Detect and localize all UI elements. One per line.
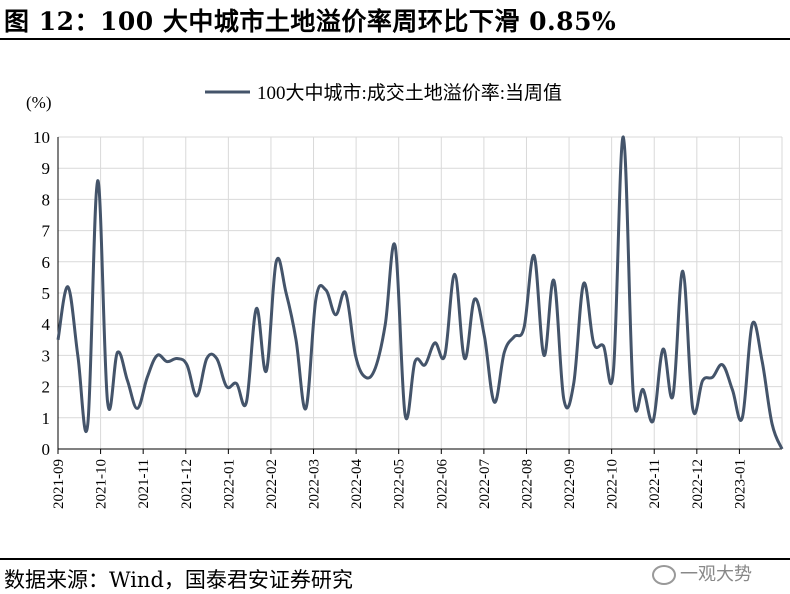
y-tick-label: 10 — [33, 128, 50, 147]
x-tick-label: 2022-10 — [605, 459, 621, 509]
y-tick-label: 6 — [42, 253, 51, 272]
footer: 数据来源：Wind，国泰君安证券研究 一观大势 — [0, 558, 790, 594]
grid — [58, 136, 783, 449]
x-tick-label: 2022-01 — [221, 459, 237, 509]
x-tick-label: 2022-04 — [349, 459, 365, 509]
x-tick-label: 2021-12 — [179, 459, 195, 509]
legend: 100大中城市:成交土地溢价率:当周值 — [205, 82, 562, 104]
y-tick-label: 0 — [42, 440, 51, 459]
x-tick-label: 2022-06 — [434, 459, 450, 509]
y-tick-label: 5 — [42, 284, 51, 303]
x-tick-label: 2022-03 — [307, 459, 323, 509]
series-line — [56, 135, 784, 450]
axes — [57, 137, 782, 450]
y-tick-label: 8 — [42, 190, 51, 209]
x-tick-label: 2022-05 — [392, 459, 408, 509]
x-tick-label: 2022-02 — [264, 459, 280, 509]
wechat-icon — [652, 565, 676, 585]
x-axis: 2021-09 2021-10 2021-11 2021-12 2022-01 2022-… — [51, 449, 748, 509]
x-tick-label: 2022-09 — [562, 459, 578, 509]
x-tick-label: 2021-10 — [94, 459, 110, 509]
x-tick-label: 2022-11 — [647, 459, 663, 508]
watermark-label: 一观大势 — [680, 564, 752, 585]
x-tick-label: 2022-08 — [519, 459, 535, 509]
y-tick-label: 7 — [42, 222, 51, 241]
page-title: 图 12：100 大中城市土地溢价率周环比下滑 0.85% — [4, 7, 617, 36]
x-tick-label: 2022-07 — [477, 459, 493, 509]
y-tick-label: 4 — [42, 315, 51, 334]
y-axis: 0 1 2 3 4 5 6 7 8 9 10 — [33, 128, 51, 459]
y-axis-label: (%) — [26, 93, 51, 112]
title-bar: 图 12：100 大中城市土地溢价率周环比下滑 0.85% — [0, 0, 790, 40]
y-tick-label: 9 — [42, 159, 51, 178]
y-tick-label: 2 — [42, 378, 51, 397]
watermark: 一观大势 — [652, 560, 752, 586]
x-tick-label: 2021-11 — [136, 459, 152, 508]
series-lines — [56, 135, 784, 450]
legend-label: 100大中城市:成交土地溢价率:当周值 — [257, 82, 562, 104]
x-tick-label: 2023-01 — [732, 459, 748, 509]
y-tick-label: 1 — [42, 409, 51, 428]
y-tick-label: 3 — [42, 346, 51, 365]
x-tick-label: 2021-09 — [51, 459, 67, 509]
x-tick-label: 2022-12 — [690, 459, 706, 509]
source-note: 数据来源：Wind，国泰君安证券研究 — [4, 568, 353, 592]
line-chart: 0 1 2 3 4 5 6 7 8 9 10 2021-09 2021-10 2021-11 2021-1… — [26, 82, 784, 509]
